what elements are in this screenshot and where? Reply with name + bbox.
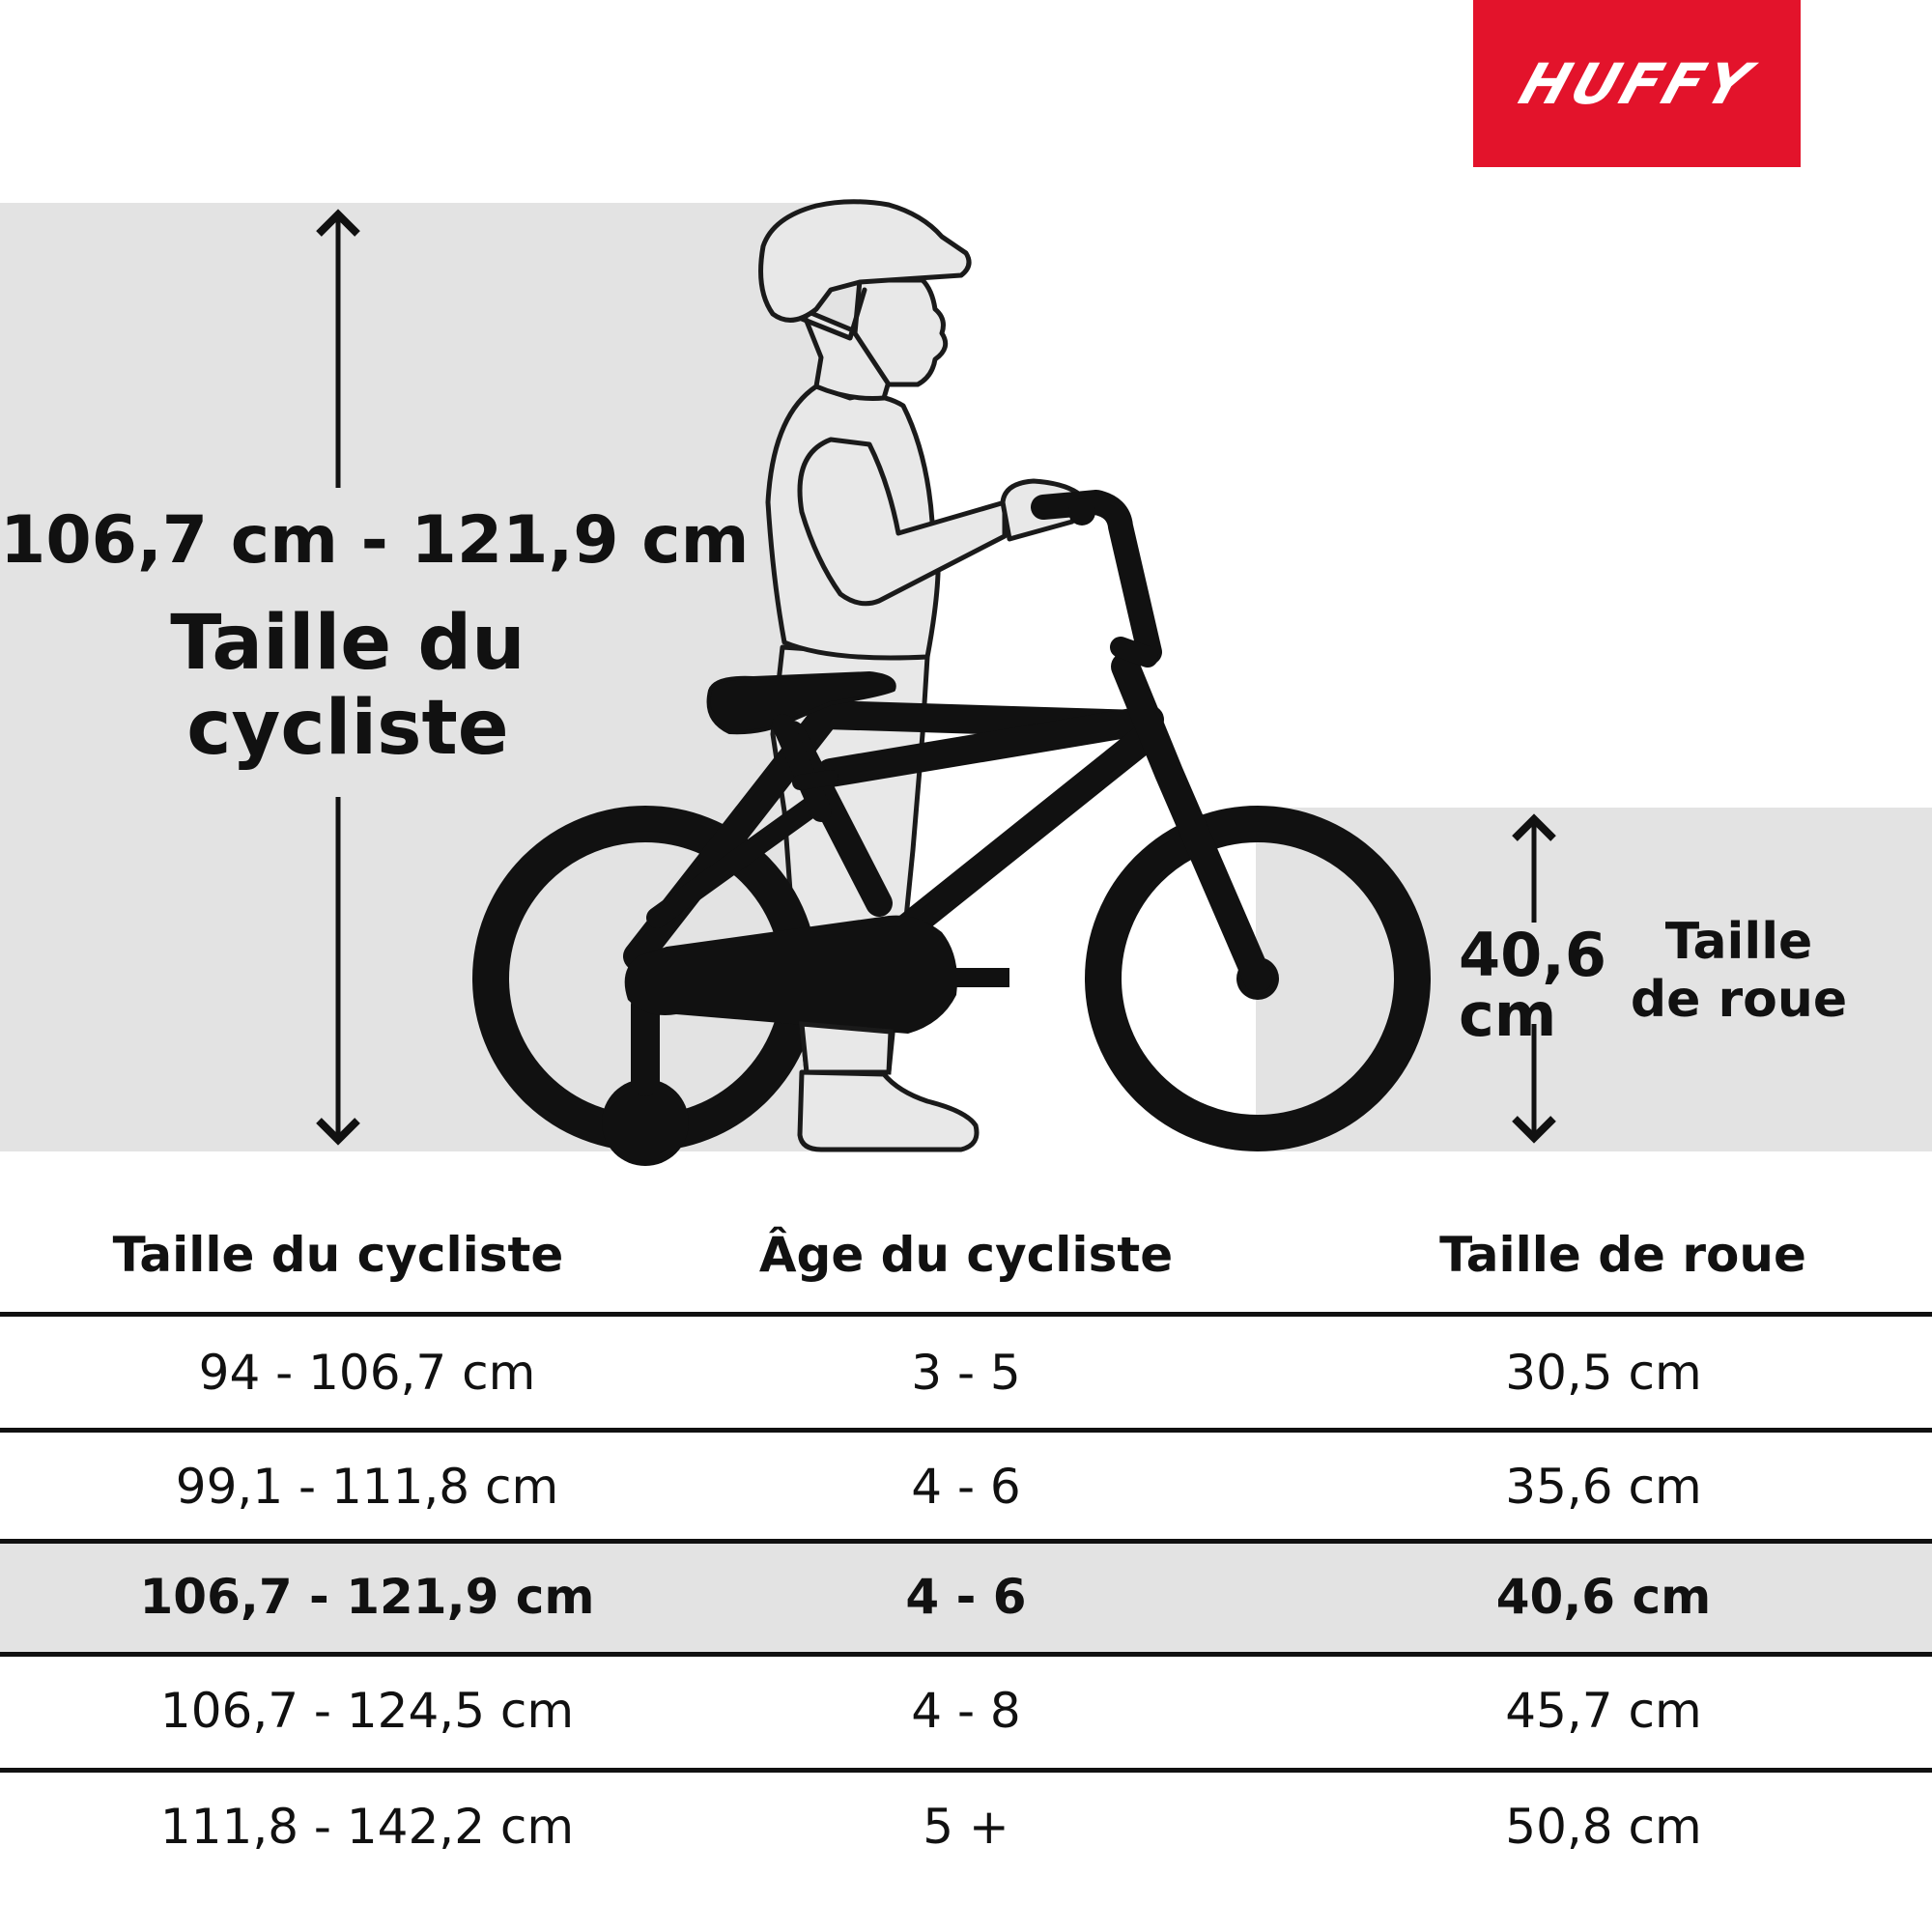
table-divider bbox=[0, 1312, 1932, 1317]
cell-wheel-size: 30,5 cm bbox=[1505, 1345, 1702, 1401]
table-divider bbox=[0, 1652, 1932, 1657]
rider-height-value: 106,7 cm - 121,9 cm bbox=[0, 502, 750, 579]
wheel-size-value: 40,6 cm bbox=[1459, 920, 1606, 1050]
cell-rider-height: 99,1 - 111,8 cm bbox=[175, 1459, 559, 1515]
cell-rider-age: 5 + bbox=[923, 1799, 1009, 1855]
cell-rider-height: 94 - 106,7 cm bbox=[198, 1345, 536, 1401]
bike bbox=[472, 490, 1431, 1166]
cell-rider-age: 4 - 8 bbox=[911, 1683, 1021, 1739]
table-row: 94 - 106,7 cm 3 - 5 30,5 cm bbox=[0, 1320, 1932, 1428]
cell-rider-age: 4 - 6 bbox=[905, 1569, 1027, 1625]
table-row-highlighted: 106,7 - 121,9 cm 4 - 6 40,6 cm bbox=[0, 1544, 1932, 1652]
cell-wheel-size: 50,8 cm bbox=[1505, 1799, 1702, 1855]
header-rider-age: Âge du cycliste bbox=[758, 1227, 1174, 1283]
table-divider bbox=[0, 1539, 1932, 1544]
header-rider-height: Taille du cycliste bbox=[112, 1227, 564, 1283]
table-row: 111,8 - 142,2 cm 5 + 50,8 cm bbox=[0, 1774, 1932, 1882]
wheel-size-label: Taille de roue bbox=[1630, 913, 1848, 1029]
table-row: 99,1 - 111,8 cm 4 - 6 35,6 cm bbox=[0, 1434, 1932, 1542]
pedal bbox=[952, 968, 1009, 987]
cell-rider-height: 111,8 - 142,2 cm bbox=[159, 1799, 575, 1855]
chain-guard bbox=[624, 915, 957, 1034]
cell-rider-height: 106,7 - 121,9 cm bbox=[139, 1569, 595, 1625]
cell-rider-age: 4 - 6 bbox=[911, 1459, 1021, 1515]
cell-rider-height: 106,7 - 124,5 cm bbox=[159, 1683, 575, 1739]
cell-wheel-size: 40,6 cm bbox=[1495, 1569, 1712, 1625]
cell-wheel-size: 35,6 cm bbox=[1505, 1459, 1702, 1515]
table-row: 106,7 - 124,5 cm 4 - 8 45,7 cm bbox=[0, 1658, 1932, 1766]
cell-rider-age: 3 - 5 bbox=[911, 1345, 1021, 1401]
header-wheel-size: Taille de roue bbox=[1439, 1227, 1806, 1283]
cell-wheel-size: 45,7 cm bbox=[1505, 1683, 1702, 1739]
table-divider bbox=[0, 1428, 1932, 1433]
rider-height-label: Taille du cycliste bbox=[170, 600, 526, 772]
table-divider bbox=[0, 1768, 1932, 1773]
brand-logo: HUFFY bbox=[1473, 0, 1801, 167]
